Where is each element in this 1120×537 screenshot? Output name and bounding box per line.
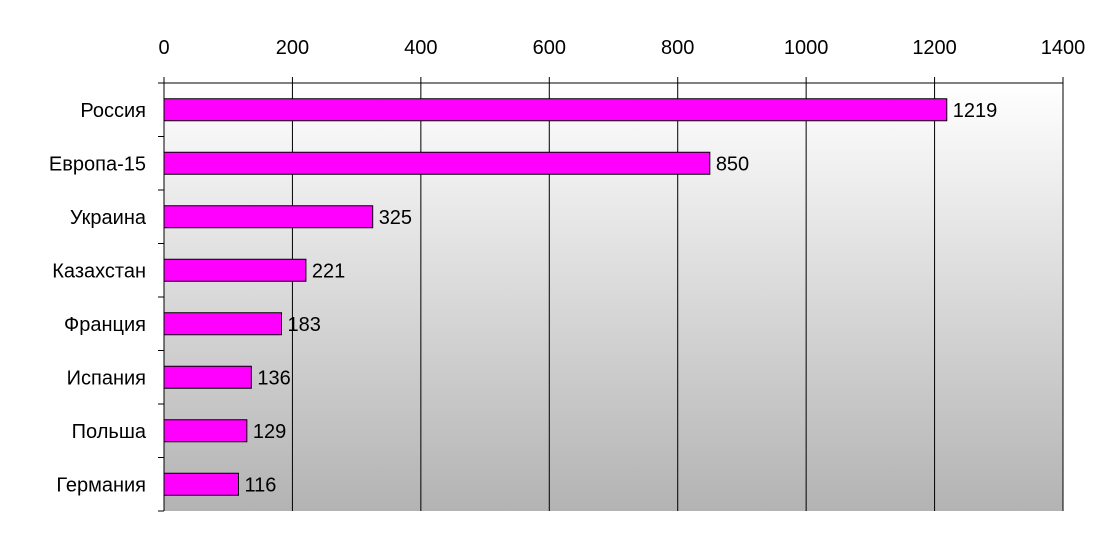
data-label-4: 183: [288, 314, 321, 336]
category-label-7: Германия: [56, 474, 146, 496]
bar-3: [163, 258, 307, 282]
labels: 0 200 400 600 800 1000 1200 1400 Россия 1219 Европ…: [49, 37, 1085, 496]
bar-1: [163, 151, 711, 175]
x-tick-label-1000: 1000: [784, 37, 829, 59]
category-label-2: Украина: [70, 207, 147, 229]
x-tick-label-0: 0: [158, 37, 169, 59]
data-label-6: 129: [253, 421, 286, 443]
category-label-0: Россия: [80, 100, 146, 122]
category-label-3: Казахстан: [52, 260, 146, 282]
bar-0: [163, 98, 948, 122]
bar-5: [163, 365, 252, 389]
category-label-1: Европа-15: [49, 153, 146, 175]
data-label-0: 1219: [953, 100, 998, 122]
x-tick-label-200: 200: [276, 37, 309, 59]
data-label-3: 221: [312, 260, 345, 282]
category-label-5: Испания: [67, 367, 146, 389]
x-tick-label-1200: 1200: [912, 37, 957, 59]
x-tick-label-800: 800: [661, 37, 694, 59]
data-label-2: 325: [379, 207, 412, 229]
plot-area: [164, 83, 1063, 511]
bar-4: [163, 312, 283, 336]
bar-2: [163, 205, 374, 229]
x-tick-label-600: 600: [533, 37, 566, 59]
category-label-6: Польша: [72, 421, 147, 443]
x-tick-label-400: 400: [404, 37, 437, 59]
bar-7: [163, 472, 239, 496]
data-label-5: 136: [257, 367, 290, 389]
data-label-1: 850: [716, 153, 749, 175]
data-label-7: 116: [244, 474, 276, 496]
x-tick-label-1400: 1400: [1041, 37, 1086, 59]
bars: [163, 98, 948, 496]
bar-6: [163, 419, 248, 443]
category-label-4: Франция: [64, 314, 146, 336]
